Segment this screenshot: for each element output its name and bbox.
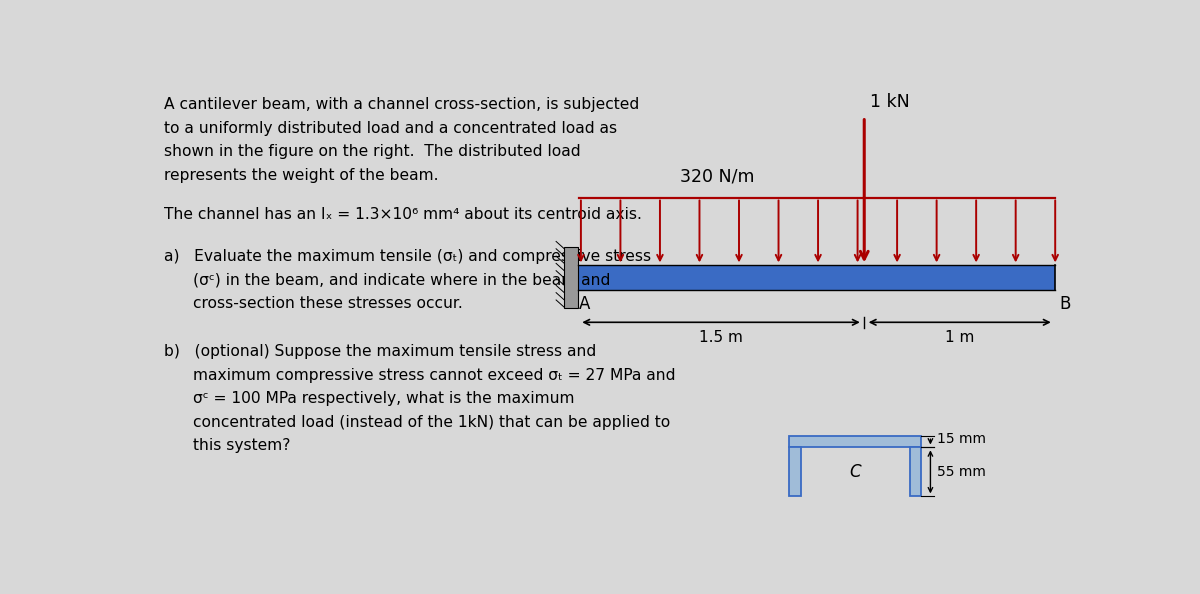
Text: 55 mm: 55 mm [937,465,985,479]
Text: represents the weight of the beam.: represents the weight of the beam. [164,168,438,183]
Text: 15 mm: 15 mm [937,432,985,446]
Text: C: C [850,463,862,481]
Bar [790,447,800,497]
Text: 1.5 m: 1.5 m [700,330,743,345]
Text: this system?: this system? [193,438,290,453]
Bar [564,247,577,308]
Text: b)   (optional) Suppose the maximum tensile stress and: b) (optional) Suppose the maximum tensil… [164,345,596,359]
Text: The channel has an Iₓ = 1.3×10⁶ mm⁴ about its centroid axis.: The channel has an Iₓ = 1.3×10⁶ mm⁴ abou… [164,207,642,222]
Bar [910,447,922,497]
Text: maximum compressive stress cannot exceed σₜ = 27 MPa and: maximum compressive stress cannot exceed… [193,368,676,383]
Text: concentrated load (instead of the 1kN) that can be applied to: concentrated load (instead of the 1kN) t… [193,415,671,429]
Text: cross-section these stresses occur.: cross-section these stresses occur. [193,296,463,311]
Text: σᶜ = 100 MPa respectively, what is the maximum: σᶜ = 100 MPa respectively, what is the m… [193,391,575,406]
Text: A cantilever beam, with a channel cross-section, is subjected: A cantilever beam, with a channel cross-… [164,97,640,112]
Text: a)   Evaluate the maximum tensile (σₜ) and compressive stress: a) Evaluate the maximum tensile (σₜ) and… [164,249,652,264]
Text: A: A [580,295,590,312]
Text: (σᶜ) in the beam, and indicate where in the beam and: (σᶜ) in the beam, and indicate where in … [193,273,611,287]
Text: shown in the figure on the right.  The distributed load: shown in the figure on the right. The di… [164,144,581,159]
Text: to a uniformly distributed load and a concentrated load as: to a uniformly distributed load and a co… [164,121,617,136]
Text: 1 kN: 1 kN [870,93,910,111]
Bar [578,266,1055,290]
Text: 320 N/m: 320 N/m [680,168,755,185]
Text: 1 m: 1 m [946,330,974,345]
Bar [790,436,922,447]
Text: B: B [1060,295,1072,312]
